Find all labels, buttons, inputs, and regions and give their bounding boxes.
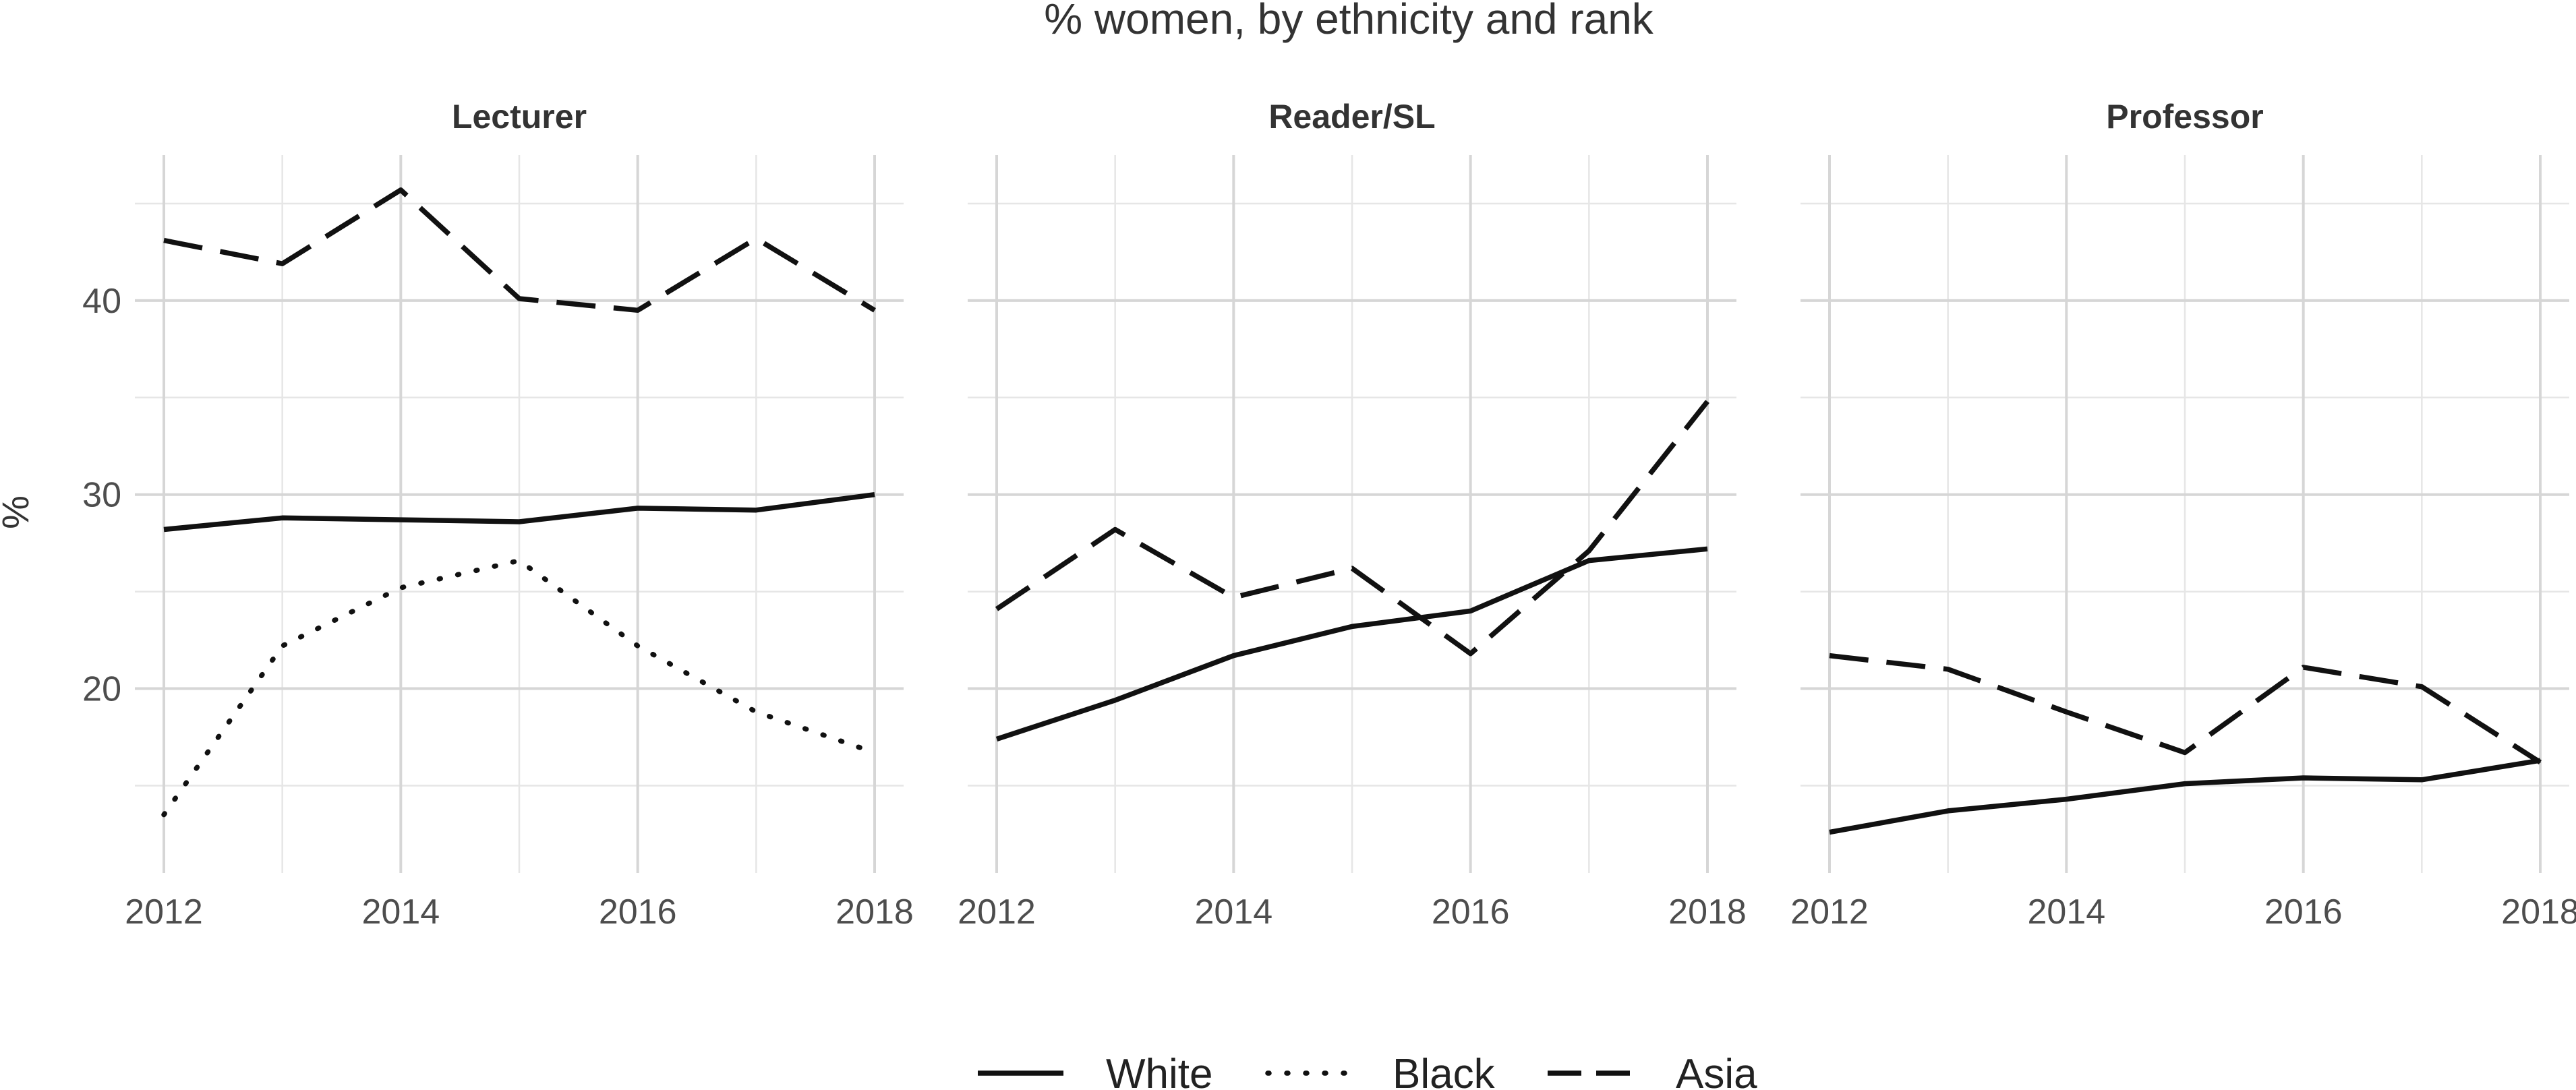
y-tick-label: 30 xyxy=(82,476,121,515)
series-line-white xyxy=(995,546,1708,741)
legend-item-black: Black xyxy=(1265,1051,1496,1090)
x-tick-label: 2012 xyxy=(125,892,203,932)
facet-label-lecturer: Lecturer xyxy=(452,98,587,135)
x-tick-label: 2018 xyxy=(1668,892,1747,932)
legend-label-black: Black xyxy=(1393,1051,1496,1090)
x-tick-label: 2018 xyxy=(2501,892,2576,932)
y-tick-label: 20 xyxy=(82,670,121,709)
series-line-asia xyxy=(995,400,1709,657)
series-line-white xyxy=(1829,758,2541,835)
x-tick-label: 2012 xyxy=(1790,892,1869,932)
x-tick-label: 2012 xyxy=(958,892,1036,932)
y-tick-label: 40 xyxy=(82,282,121,321)
x-tick-label: 2016 xyxy=(2264,892,2343,932)
x-tick-label: 2016 xyxy=(1432,892,1510,932)
x-tick-label: 2014 xyxy=(2027,892,2105,932)
facet-label-reader-sl: Reader/SL xyxy=(1268,98,1435,135)
series-line-asia xyxy=(163,187,876,313)
panel-reader-sl: Reader/SL 2012 2014 2016 2018 xyxy=(958,98,1747,932)
series-line-black xyxy=(161,557,877,818)
y-axis-title: % xyxy=(0,495,36,529)
x-tick-label: 2018 xyxy=(836,892,914,932)
legend-label-white: White xyxy=(1106,1051,1212,1090)
x-tick-label: 2014 xyxy=(1194,892,1272,932)
chart-title: % women, by ethnicity and rank xyxy=(1044,0,1654,43)
panel-lecturer: Lecturer 2012 2014 2016 2018 20 30 40 xyxy=(82,98,914,932)
legend-item-white: White xyxy=(978,1051,1212,1090)
legend-label-asia: Asia xyxy=(1676,1051,1757,1090)
series-line-asia xyxy=(1829,653,2542,765)
legend-item-asia: Asia xyxy=(1548,1051,1757,1090)
legend: White Black Asia xyxy=(978,1051,1757,1090)
panel-professor: Professor 2012 2014 2016 2018 xyxy=(1790,98,2576,932)
facet-label-professor: Professor xyxy=(2106,98,2263,135)
x-tick-label: 2016 xyxy=(599,892,677,932)
x-tick-label: 2014 xyxy=(361,892,440,932)
series-line-white xyxy=(163,491,875,533)
